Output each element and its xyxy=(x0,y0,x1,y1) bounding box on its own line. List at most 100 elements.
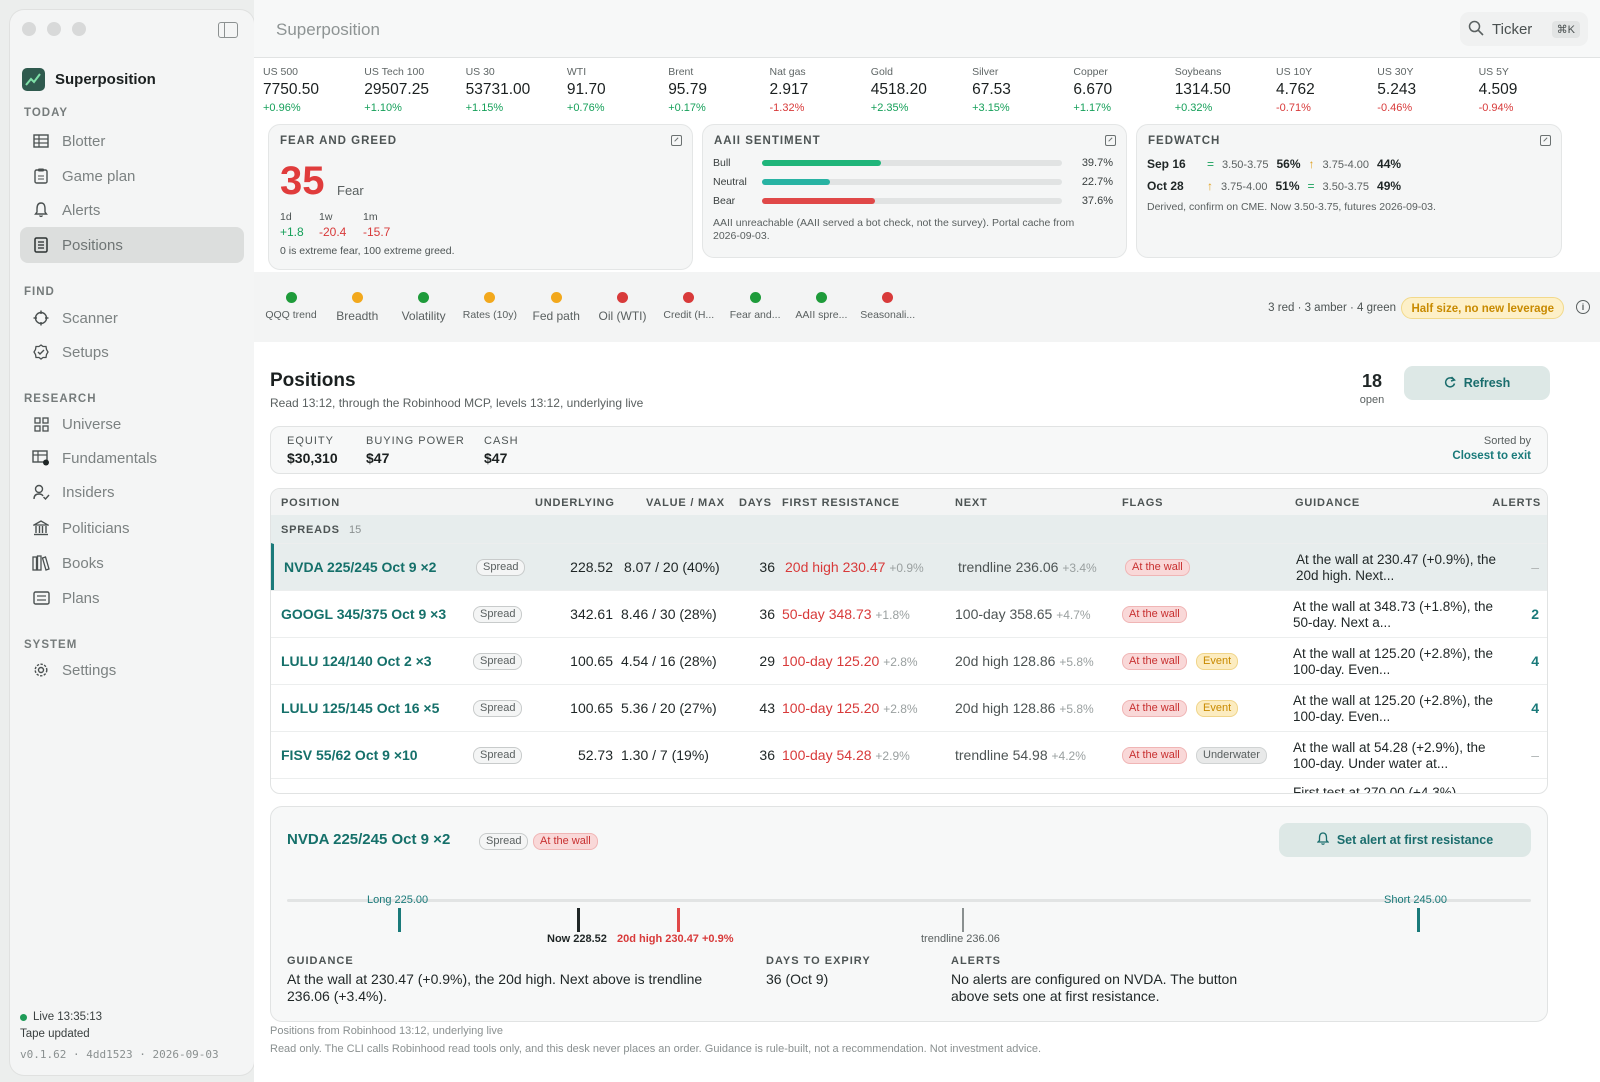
alerts-count[interactable]: 4 xyxy=(1531,700,1539,716)
alerts-count[interactable]: – xyxy=(1531,559,1539,575)
col-guidance[interactable]: GUIDANCE xyxy=(1295,497,1361,509)
group-header-spreads[interactable]: SPREADS 15 xyxy=(271,515,1547,543)
aaii-sentiment-card: AAII SENTIMENT Bull 39.7% Neutral 22.7% Bear… xyxy=(702,124,1127,258)
sidebar-item-alerts[interactable]: Alerts xyxy=(20,192,244,228)
signal-1[interactable]: Breadth xyxy=(324,292,390,323)
table-row[interactable]: First test at 270.00 (+4.3%)... xyxy=(271,778,1547,793)
signal-5[interactable]: Oil (WTI) xyxy=(590,292,656,323)
position-name[interactable]: NVDA 225/245 Oct 9 ×2 xyxy=(284,559,437,575)
sentiment-row: Neutral 22.7% xyxy=(713,175,1113,189)
table-row[interactable]: LULU 124/140 Oct 2 ×3 Spread 100.65 4.54 / … xyxy=(271,637,1547,684)
position-name[interactable]: FISV 55/62 Oct 9 ×10 xyxy=(281,747,418,763)
signal-4[interactable]: Fed path xyxy=(523,292,589,323)
minimize-window-button[interactable] xyxy=(47,22,61,36)
signal-2[interactable]: Volatility xyxy=(391,292,457,323)
ticker-10[interactable]: US 10Y 4.762 -0.71% xyxy=(1276,66,1376,114)
info-icon[interactable]: i xyxy=(1576,300,1590,314)
open-external-icon[interactable] xyxy=(1540,135,1551,146)
position-name[interactable]: GOOGL 345/375 Oct 9 ×3 xyxy=(281,606,447,622)
ticker-name: Gold xyxy=(870,66,893,78)
sidebar-item-books[interactable]: Books xyxy=(20,545,244,581)
col-flags[interactable]: FLAGS xyxy=(1122,497,1164,509)
ticker-name: US 30Y xyxy=(1377,66,1414,78)
ticker-11[interactable]: US 30Y 5.243 -0.46% xyxy=(1377,66,1477,114)
alerts-count[interactable]: 4 xyxy=(1531,653,1539,669)
sidebar-item-fundamentals[interactable]: Fundamentals xyxy=(20,440,244,476)
signal-strip: QQQ trend Breadth Volatility Rates (10y) Fed… xyxy=(254,272,1600,342)
ticker-8[interactable]: Copper 6.670 +1.17% xyxy=(1073,66,1173,114)
signal-6[interactable]: Credit (H... xyxy=(656,292,722,321)
sidebar-item-insiders[interactable]: Insiders xyxy=(20,474,244,510)
ticker-9[interactable]: Soybeans 1314.50 +0.32% xyxy=(1175,66,1275,114)
sentiment-bar-fill xyxy=(761,160,882,166)
ticker-0[interactable]: US 500 7750.50 +0.96% xyxy=(263,66,363,114)
sidebar-item-game-plan[interactable]: Game plan xyxy=(20,158,244,194)
refresh-label: Refresh xyxy=(1463,376,1511,390)
ticker-5[interactable]: Nat gas 2.917 -1.32% xyxy=(770,66,870,114)
next-level-cell: trendline 236.06 +3.4% xyxy=(958,559,1097,575)
ticker-name: Copper xyxy=(1073,66,1108,78)
rate-range: 3.50-3.75 xyxy=(1222,159,1269,171)
refresh-button[interactable]: Refresh xyxy=(1404,366,1550,400)
value-max-cell: 5.36 / 20 (27%) xyxy=(621,700,717,716)
col-underlying[interactable]: UNDERLYING xyxy=(535,497,615,509)
sidebar-item-settings[interactable]: Settings xyxy=(20,652,244,688)
list-box-icon xyxy=(32,589,50,607)
table-row[interactable]: LULU 125/145 Oct 16 ×5 Spread 100.65 5.36 /… xyxy=(271,684,1547,731)
col-position[interactable]: POSITION xyxy=(281,497,340,509)
section-today: TODAY xyxy=(24,107,68,119)
signal-8[interactable]: AAII spre... xyxy=(788,292,854,321)
signal-0[interactable]: QQQ trend xyxy=(258,292,324,321)
col-days[interactable]: DAYS xyxy=(739,497,772,509)
col-value-max[interactable]: VALUE / MAX xyxy=(646,497,725,509)
open-external-icon[interactable] xyxy=(671,135,682,146)
sidebar-item-politicians[interactable]: Politicians xyxy=(20,510,244,546)
ticker-value: 4.762 xyxy=(1276,81,1315,98)
alerts-count[interactable]: 2 xyxy=(1531,606,1539,622)
position-name[interactable]: LULU 124/140 Oct 2 ×3 xyxy=(281,653,432,669)
badge-check-icon xyxy=(32,343,50,361)
table-row[interactable]: NVDA 225/245 Oct 9 ×2 Spread 228.52 8.07 / … xyxy=(271,543,1547,590)
zoom-window-button[interactable] xyxy=(72,22,86,36)
table-row[interactable]: GOOGL 345/375 Oct 9 ×3 Spread 342.61 8.46 /… xyxy=(271,590,1547,637)
fedwatch-row: Oct 28 ↑ 3.75-4.00 51% = 3.50-3.75 49% xyxy=(1147,179,1401,193)
signal-9[interactable]: Seasonali... xyxy=(855,292,921,321)
open-external-icon[interactable] xyxy=(1105,135,1116,146)
sidebar-item-blotter[interactable]: Blotter xyxy=(20,123,244,159)
ticker-6[interactable]: Gold 4518.20 +2.35% xyxy=(871,66,971,114)
sidebar-item-plans[interactable]: Plans xyxy=(20,580,244,616)
set-alert-button[interactable]: Set alert at first resistance xyxy=(1279,823,1531,857)
alerts-count[interactable]: – xyxy=(1531,747,1539,763)
position-name[interactable]: LULU 125/145 Oct 16 ×5 xyxy=(281,700,440,716)
signal-7[interactable]: Fear and... xyxy=(722,292,788,321)
ticker-2[interactable]: US 30 53731.00 +1.15% xyxy=(466,66,566,114)
sidebar-toggle-icon[interactable] xyxy=(218,22,238,38)
fedwatch-note: Derived, confirm on CME. Now 3.50-3.75, … xyxy=(1147,201,1436,213)
col-alerts[interactable]: ALERTS xyxy=(1492,497,1541,509)
sidebar-item-label: Plans xyxy=(62,589,100,607)
ticker-3[interactable]: WTI 91.70 +0.76% xyxy=(567,66,667,114)
sidebar-item-positions[interactable]: Positions xyxy=(20,227,244,263)
ticker-4[interactable]: Brent 95.79 +0.17% xyxy=(668,66,768,114)
building-columns-icon xyxy=(32,519,50,537)
ticker-1[interactable]: US Tech 100 29507.25 +1.10% xyxy=(364,66,464,114)
sidebar-item-setups[interactable]: Setups xyxy=(20,334,244,370)
close-window-button[interactable] xyxy=(22,22,36,36)
sidebar-item-scanner[interactable]: Scanner xyxy=(20,300,244,336)
ticker-value: 53731.00 xyxy=(465,81,531,98)
col-first-resistance[interactable]: FIRST RESISTANCE xyxy=(782,497,900,509)
ticker-value: 4518.20 xyxy=(870,81,927,98)
col-next[interactable]: NEXT xyxy=(955,497,988,509)
ticker-search[interactable]: Ticker ⌘K xyxy=(1460,12,1588,46)
table-row[interactable]: FISV 55/62 Oct 9 ×10 Spread 52.73 1.30 / 7 … xyxy=(271,731,1547,778)
sidebar-item-universe[interactable]: Universe xyxy=(20,406,244,442)
regime-pill: Half size, no new leverage xyxy=(1401,297,1564,319)
sort-value[interactable]: Closest to exit xyxy=(1452,450,1531,462)
ticker-7[interactable]: Silver 67.53 +3.15% xyxy=(972,66,1072,114)
sort-control[interactable]: Sorted by Closest to exit xyxy=(1452,435,1531,462)
bell-plus-icon xyxy=(1316,832,1330,848)
detail-dte: DAYS TO EXPIRY 36 (Oct 9) xyxy=(766,955,936,988)
ticker-12[interactable]: US 5Y 4.509 -0.94% xyxy=(1479,66,1579,114)
signal-3[interactable]: Rates (10y) xyxy=(457,292,523,321)
next-level-cell: 20d high 128.86 +5.8% xyxy=(955,700,1094,716)
